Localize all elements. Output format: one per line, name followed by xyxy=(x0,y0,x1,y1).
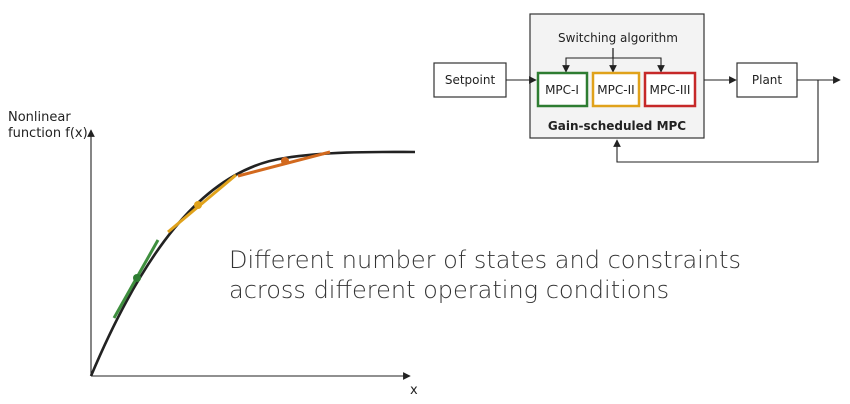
mpc3-label: MPC-III xyxy=(650,83,691,97)
gain-scheduled-mpc-diagram: Switching algorithm MPC-I MPC-II MPC-III… xyxy=(433,13,841,163)
plant-label: Plant xyxy=(752,73,783,87)
mpc3-box xyxy=(643,71,697,108)
x-axis-label: x xyxy=(410,383,418,398)
mpc1-label: MPC-I xyxy=(545,83,579,97)
operating-point-mid xyxy=(194,201,202,209)
operating-point-low xyxy=(133,274,141,282)
mpc2-box xyxy=(591,71,641,108)
tangent-segment-mid xyxy=(167,173,237,234)
caption-line2: across different operating conditions xyxy=(229,276,669,304)
mpc2-label: MPC-II xyxy=(597,83,634,97)
switching-algorithm-label: Switching algorithm xyxy=(558,31,678,45)
mpc1-box xyxy=(536,71,589,108)
y-axis-label-line1: Nonlinear xyxy=(8,110,71,125)
switch-arrow-to-mpc3 xyxy=(612,48,665,73)
caption-line1: Different number of states and constrain… xyxy=(229,246,741,274)
caption: Different number of states and constrain… xyxy=(229,246,741,304)
setpoint-block xyxy=(433,62,507,98)
nonlinear-curve xyxy=(89,150,416,377)
setpoint-label: Setpoint xyxy=(445,73,496,87)
nonlinear-function-plot: Nonlinear function f(x) x xyxy=(8,110,418,398)
operating-point-high xyxy=(281,157,289,165)
feedback-path xyxy=(613,80,819,163)
gain-scheduled-mpc-label: Gain-scheduled MPC xyxy=(548,119,686,133)
y-axis-label-line2: function f(x) xyxy=(8,126,88,141)
